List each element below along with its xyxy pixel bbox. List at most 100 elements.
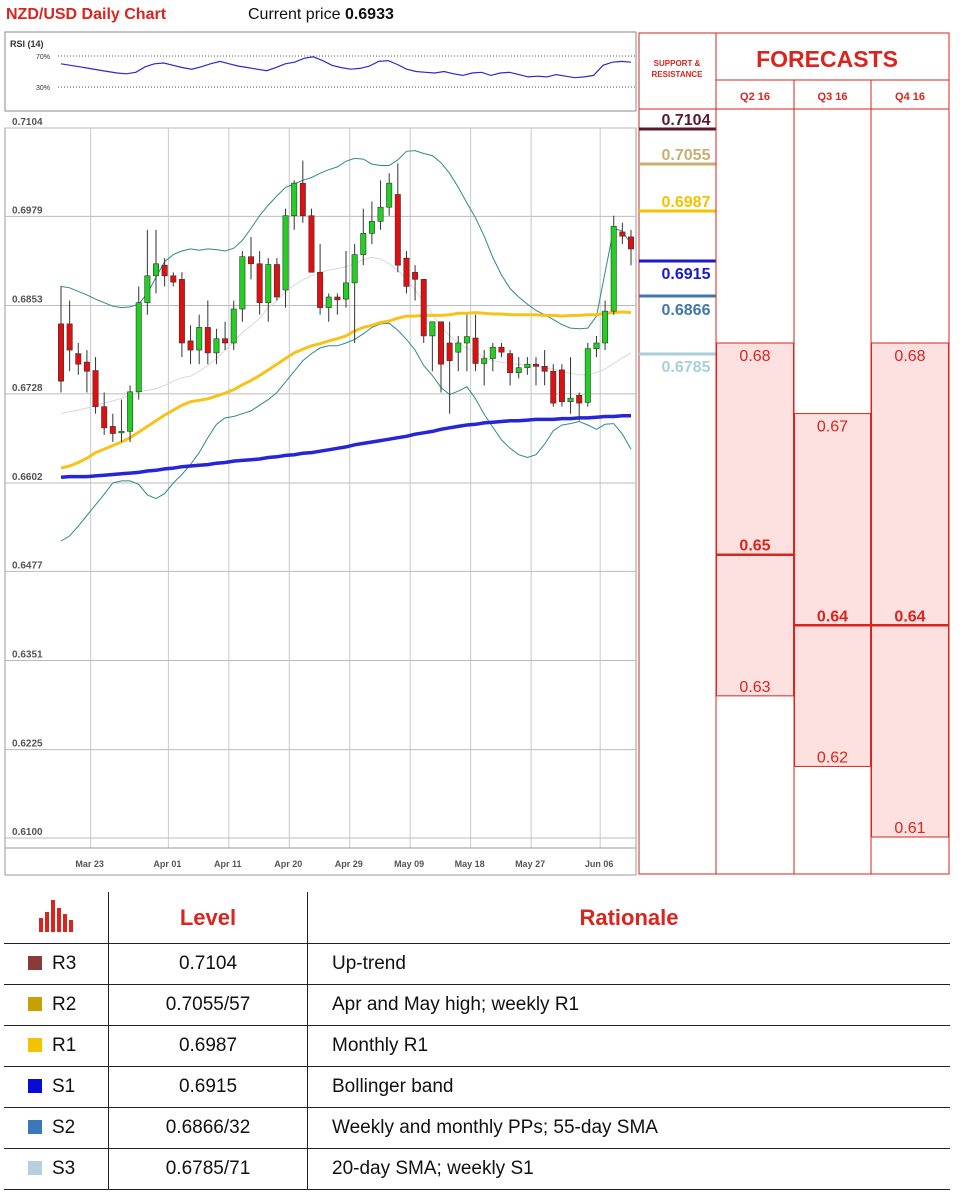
candle [178,272,185,358]
level-row: R2 0.7055/57 Apr and May high; weekly R1 [4,984,950,1026]
sr-level: 0.6785 [639,352,716,376]
sr-level-value: 0.6915 [662,266,711,283]
candle [101,392,108,435]
rsi-upper-label: 70% [36,54,50,61]
sr-level: 0.7055 [639,147,716,166]
candle-body-down [178,279,185,344]
candle-body-up [455,342,462,353]
x-tick-label: Apr 01 [153,859,181,869]
candle [58,286,64,393]
x-tick-label: Apr 29 [335,859,363,869]
candle-body-down [446,342,453,361]
candle [127,385,134,442]
candle [317,243,324,315]
candle [558,364,565,407]
forecast-mid: 0.64 [817,608,848,625]
candle-body-up [144,275,151,303]
level-name-cell: S1 [4,1066,109,1108]
candle [610,215,617,315]
y-tick-label: 0.6477 [12,560,43,571]
level-name: R2 [52,994,77,1015]
candle-body-up [377,206,384,222]
levels-table-header: Level Rationale [4,892,950,944]
level-color-swatch [28,997,42,1011]
y-tick-label: 0.6602 [12,472,43,483]
candle-body-down [222,338,229,344]
candle-body-up [610,225,617,312]
candle-body-up [343,282,349,300]
forecast-quarter-label: Q4 16 [895,91,925,103]
candle [576,392,583,421]
forecast-quarter-label: Q3 16 [818,91,848,103]
candle-body-down [66,323,73,351]
candle [481,350,488,386]
candle-body-down [498,346,505,353]
candle [273,258,280,301]
level-name-cell: S3 [4,1148,109,1190]
candle [541,350,548,386]
candle [187,325,194,365]
candle-body-down [550,370,557,404]
candle-body-down [317,271,324,308]
candle-body-up [515,367,522,373]
candle [248,236,254,280]
sr-level-value: 0.6987 [662,194,711,211]
candle [343,251,349,308]
candle-body-down [101,406,108,429]
candle [213,328,220,365]
candle-body-up [481,358,488,364]
candle [334,293,341,315]
y-tick-label: 0.6853 [12,295,43,306]
sr-level: 0.6915 [639,259,716,283]
candle-body-down [187,340,194,351]
candle [239,251,246,322]
rsi-panel: RSI (14) 70% 30% [4,31,637,112]
forecast-range [794,413,871,767]
level-row: R1 0.6987 Monthly R1 [4,1025,950,1067]
level-rationale: 20-day SMA; weekly S1 [307,1148,950,1190]
y-tick-label: 0.7104 [12,117,43,128]
candle [161,258,168,287]
candle [584,342,591,407]
candle [222,321,229,351]
level-value: 0.7055/57 [108,984,308,1026]
candle-body-up [351,254,358,284]
candle [308,208,315,273]
sr-level-value: 0.6785 [662,359,711,376]
forecast-mid: 0.65 [739,538,770,555]
candle [628,229,634,266]
current-price: Current price 0.6933 [248,6,394,24]
candle [351,243,358,343]
candle [75,342,82,375]
candle-body-down [394,194,401,266]
forecast-column: Q2 16 0.68 0.65 0.63 [716,91,794,697]
candle [489,342,496,372]
forecast-low: 0.63 [739,679,770,696]
level-value: 0.6987 [108,1025,308,1067]
candle-body-down [334,296,341,301]
levels-table: Level Rationale R3 0.7104 Up-trend R2 0.7055… [4,892,950,1190]
candle-body-down [438,321,444,365]
candle-body-down [533,363,539,367]
level-value: 0.6915 [108,1066,308,1108]
level-row: S1 0.6915 Bollinger band [4,1066,950,1108]
level-name: R1 [52,1035,77,1056]
forecast-high: 0.68 [894,348,925,365]
level-color-swatch [28,1161,42,1175]
candle [550,364,557,407]
candle-body-up [291,182,298,216]
y-axis-labels: 0.7104 0.6979 0.6853 0.6728 0.6602 0.6477 0.63… [12,117,43,838]
forecast-high: 0.67 [817,419,848,436]
x-tick-label: Mar 23 [75,859,104,869]
candle-body-up [584,348,591,403]
candle-body-down [412,271,419,280]
sma200-line [60,414,631,480]
candle [153,229,159,294]
candle [256,251,263,315]
candle [196,314,203,365]
candle [291,180,298,230]
candle-body-down [83,361,90,372]
level-name-cell: R1 [4,1025,109,1067]
candle-body-down [299,182,306,216]
candle-body-up [463,336,470,344]
